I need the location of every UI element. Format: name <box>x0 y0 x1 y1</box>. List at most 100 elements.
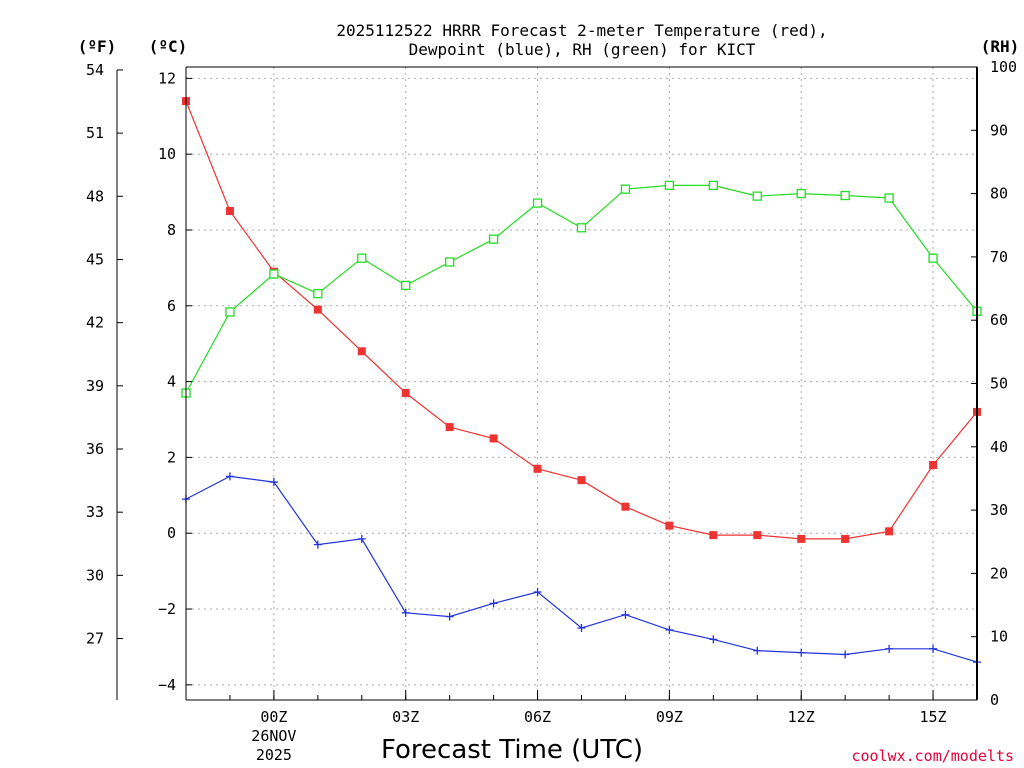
rh-tick-label: 50 <box>990 375 1008 393</box>
temperature-point <box>313 305 322 314</box>
rh-point <box>796 188 806 199</box>
dewpoint-point <box>885 644 894 653</box>
fahrenheit-tick-label: 42 <box>86 314 104 332</box>
temperature-point <box>401 388 410 397</box>
dewpoint-point <box>841 650 850 659</box>
temperature-point <box>577 476 586 485</box>
rh-point <box>225 307 235 317</box>
celsius-tick-label: 12 <box>158 69 176 87</box>
x-tick-label: 00Z <box>260 708 287 726</box>
rh-point <box>752 191 762 201</box>
temperature-point <box>621 502 630 511</box>
rh-point <box>269 269 279 279</box>
rh-tick-label: 30 <box>990 501 1008 519</box>
temperature-point <box>753 531 762 540</box>
fahrenheit-unit-label: (ºF) <box>78 37 117 56</box>
celsius-tick-label: 4 <box>167 373 176 391</box>
temperature-point <box>665 521 674 530</box>
x-tick-label: 03Z <box>392 708 419 726</box>
rh-point <box>357 253 367 263</box>
fahrenheit-tick-label: 36 <box>86 440 104 458</box>
dewpoint-point <box>665 625 674 634</box>
fahrenheit-tick-label: 48 <box>86 187 104 205</box>
rh-tick-label: 90 <box>990 121 1008 139</box>
rh-point <box>576 223 587 233</box>
credit-text: coolwx.com/modelts <box>851 747 1014 765</box>
rh-tick-label: 0 <box>990 691 999 709</box>
rh-tick-label: 60 <box>990 311 1008 329</box>
rh-series-line <box>185 184 978 394</box>
rh-point <box>620 184 631 194</box>
rh-unit-label: (RH) <box>981 37 1020 56</box>
x-tick-label: 15Z <box>920 708 947 726</box>
dewpoint-point <box>797 648 806 657</box>
celsius-tick-label: 2 <box>167 448 176 466</box>
rh-point <box>445 257 455 267</box>
rh-point <box>928 253 938 263</box>
temperature-point <box>357 347 366 356</box>
temperature-point <box>709 531 718 540</box>
dewpoint-point <box>357 534 366 543</box>
celsius-unit-label: (ºC) <box>149 37 188 56</box>
series-layer <box>181 97 982 667</box>
rh-tick-label: 100 <box>990 58 1017 76</box>
temperature-point <box>929 460 938 469</box>
fahrenheit-tick-label: 30 <box>86 566 104 584</box>
rh-point <box>708 180 718 191</box>
x-tick-date-label: 26NOV <box>251 727 296 745</box>
dewpoint-point <box>489 599 498 608</box>
rh-tick-label: 10 <box>990 628 1008 646</box>
temperature-series-line <box>185 100 978 540</box>
temperature-point <box>797 534 806 543</box>
dewpoint-point <box>269 478 278 487</box>
celsius-tick-label: 8 <box>167 221 176 239</box>
dewpoint-point <box>753 646 762 655</box>
dewpoint-point <box>929 644 938 653</box>
rh-tick-label: 20 <box>990 564 1008 582</box>
dewpoint-point <box>533 587 542 596</box>
fahrenheit-tick-label: 54 <box>86 61 104 79</box>
rh-point <box>840 190 850 201</box>
chart-title-line-1: 2025112522 HRRR Forecast 2-meter Tempera… <box>336 21 827 40</box>
dewpoint-series-line <box>185 475 978 663</box>
fahrenheit-tick-label: 27 <box>86 630 104 648</box>
temperature-point <box>841 534 850 543</box>
x-tick-label: 06Z <box>524 708 551 726</box>
rh-tick-label: 70 <box>990 248 1008 266</box>
celsius-tick-label: −2 <box>158 600 176 618</box>
dewpoint-point <box>313 540 322 549</box>
rh-point <box>488 234 499 244</box>
axes-layer: 121086420−2−4545148454239363330271009080… <box>86 58 1017 764</box>
x-tick-year-label: 2025 <box>256 746 292 764</box>
x-axis-title: Forecast Time (UTC) <box>381 735 643 765</box>
temperature-point <box>489 434 498 443</box>
labels-layer: 2025112522 HRRR Forecast 2-meter Tempera… <box>78 21 1020 765</box>
x-tick-label: 12Z <box>788 708 815 726</box>
dewpoint-point <box>225 472 234 481</box>
temperature-point <box>445 423 454 432</box>
celsius-tick-label: −4 <box>158 676 176 694</box>
temperature-point <box>225 207 234 216</box>
fahrenheit-tick-label: 33 <box>86 503 104 521</box>
celsius-tick-label: 6 <box>167 297 176 315</box>
dewpoint-point <box>401 608 410 617</box>
dewpoint-point <box>445 612 454 621</box>
dewpoint-point <box>577 623 586 632</box>
rh-point <box>401 280 411 291</box>
celsius-tick-label: 0 <box>167 524 176 542</box>
grid-lines <box>186 67 977 700</box>
rh-point <box>884 193 894 203</box>
rh-tick-label: 40 <box>990 438 1008 456</box>
dewpoint-point <box>621 610 630 619</box>
fahrenheit-tick-label: 39 <box>86 377 104 395</box>
temperature-point <box>885 527 894 536</box>
celsius-tick-label: 10 <box>158 145 176 163</box>
x-tick-label: 09Z <box>656 708 683 726</box>
dewpoint-point <box>709 635 718 644</box>
fahrenheit-tick-label: 51 <box>86 124 104 142</box>
temperature-point <box>533 464 542 473</box>
chart-title-line-2: Dewpoint (blue), RH (green) for KICT <box>409 40 756 59</box>
rh-point <box>313 288 323 299</box>
rh-point <box>664 180 675 191</box>
